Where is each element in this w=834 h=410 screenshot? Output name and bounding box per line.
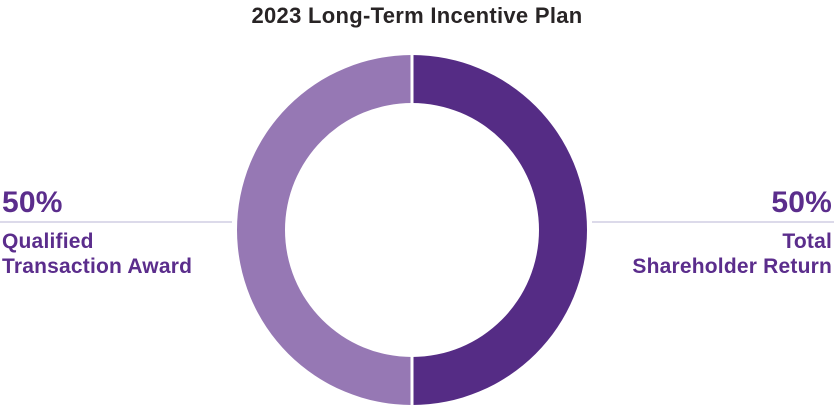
- callout-left-label: Qualified Transaction Award: [2, 229, 232, 279]
- slice-gap-bottom: [410, 355, 414, 405]
- callout-right-leader-line: [592, 221, 834, 223]
- callout-right-label-line1: Total: [782, 230, 832, 253]
- callout-left-label-line2: Transaction Award: [2, 255, 193, 278]
- slice-gap-top: [410, 55, 414, 105]
- callout-left-leader-line: [0, 221, 232, 223]
- callout-qualified-transaction-award: 50% Qualified Transaction Award: [0, 186, 232, 279]
- callout-left-percent: 50%: [2, 186, 63, 219]
- donut-chart: [237, 55, 587, 405]
- callout-right-label-line2: Shareholder Return: [632, 255, 832, 278]
- callout-left-label-line1: Qualified: [2, 230, 94, 253]
- donut-slice-qualified-transaction-award: [237, 55, 412, 405]
- callout-right-label: Total Shareholder Return: [592, 229, 832, 279]
- donut-slice-total-shareholder-return: [412, 55, 587, 405]
- callout-right-percent: 50%: [771, 186, 832, 219]
- callout-total-shareholder-return: 50% Total Shareholder Return: [592, 186, 834, 279]
- chart-title: 2023 Long-Term Incentive Plan: [251, 3, 583, 28]
